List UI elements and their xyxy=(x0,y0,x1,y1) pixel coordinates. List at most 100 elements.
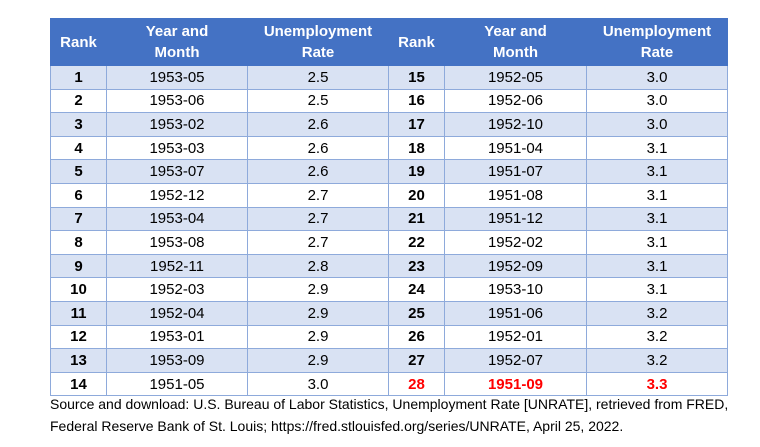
table-row: 4 1953-03 2.6 18 1951-04 3.1 xyxy=(50,135,728,161)
source-line-1: Source and download: U.S. Bureau of Labo… xyxy=(50,396,729,412)
year-month-cell-left: 1952-11 xyxy=(106,253,248,279)
rate-cell-left: 2.6 xyxy=(247,135,389,161)
rank-cell-right: 18 xyxy=(388,135,445,161)
rank-cell-left: 5 xyxy=(50,159,107,184)
year-month-cell-right: 1953-10 xyxy=(444,277,587,302)
rank-cell-left: 14 xyxy=(50,371,107,397)
header-rank-left: Rank xyxy=(50,18,107,66)
year-month-cell-left: 1953-02 xyxy=(106,112,248,137)
rank-cell-left: 2 xyxy=(50,88,107,114)
table-row: 9 1952-11 2.8 23 1952-09 3.1 xyxy=(50,253,728,279)
header-row: Rank Year and Month Unemployment Rate Rank… xyxy=(50,18,728,66)
unemployment-rank-table: Rank Year and Month Unemployment Rate Rank… xyxy=(50,18,728,397)
rate-cell-left: 2.5 xyxy=(247,88,389,114)
year-month-cell-right: 1952-01 xyxy=(444,324,587,350)
year-month-cell-right: 1952-07 xyxy=(444,348,587,373)
rank-cell-left: 4 xyxy=(50,135,107,161)
rank-cell-left: 7 xyxy=(50,206,107,232)
rate-cell-right: 3.0 xyxy=(586,88,728,114)
rank-cell-right: 24 xyxy=(388,277,445,302)
rate-cell-left: 2.6 xyxy=(247,159,389,184)
table-row: 7 1953-04 2.7 21 1951-12 3.1 xyxy=(50,206,728,232)
rank-cell-right: 23 xyxy=(388,253,445,279)
table-row: 12 1953-01 2.9 26 1952-01 3.2 xyxy=(50,324,728,350)
rank-cell-left: 10 xyxy=(50,277,107,302)
source-line-2: Federal Reserve Bank of St. Louis; https… xyxy=(50,418,624,434)
rate-cell-left: 2.9 xyxy=(247,324,389,350)
rate-cell-left: 2.7 xyxy=(247,230,389,255)
rank-cell-right: 26 xyxy=(388,324,445,350)
source-note: Source and download: U.S. Bureau of Labo… xyxy=(50,393,750,437)
year-month-cell-right: 1952-02 xyxy=(444,230,587,255)
rate-cell-right: 3.1 xyxy=(586,182,728,208)
year-month-cell-right: 1951-09 xyxy=(444,371,587,397)
rank-cell-right: 25 xyxy=(388,300,445,326)
rank-cell-right: 20 xyxy=(388,182,445,208)
table-body: 1 1953-05 2.5 15 1952-05 3.0 2 1953-06 2.5 16 1952… xyxy=(50,65,728,397)
rank-cell-right: 15 xyxy=(388,65,445,90)
year-month-cell-left: 1951-05 xyxy=(106,371,248,397)
rank-cell-right: 16 xyxy=(388,88,445,114)
rate-cell-left: 2.8 xyxy=(247,253,389,279)
rate-cell-right: 3.1 xyxy=(586,206,728,232)
rate-cell-right: 3.1 xyxy=(586,230,728,255)
rate-cell-right: 3.2 xyxy=(586,324,728,350)
rate-cell-left: 2.9 xyxy=(247,348,389,373)
rank-cell-left: 12 xyxy=(50,324,107,350)
table-row: 10 1952-03 2.9 24 1953-10 3.1 xyxy=(50,277,728,302)
table-row: 5 1953-07 2.6 19 1951-07 3.1 xyxy=(50,159,728,184)
year-month-cell-right: 1951-12 xyxy=(444,206,587,232)
year-month-cell-right: 1951-08 xyxy=(444,182,587,208)
rate-cell-left: 2.9 xyxy=(247,300,389,326)
rank-cell-left: 9 xyxy=(50,253,107,279)
table-header: Rank Year and Month Unemployment Rate Rank… xyxy=(50,18,728,66)
header-year-month-right: Year and Month xyxy=(444,18,587,66)
header-rate-left: Unemployment Rate xyxy=(247,18,389,66)
table-row: 8 1953-08 2.7 22 1952-02 3.1 xyxy=(50,230,728,255)
year-month-cell-left: 1953-01 xyxy=(106,324,248,350)
rate-cell-left: 2.7 xyxy=(247,182,389,208)
rank-cell-left: 8 xyxy=(50,230,107,255)
header-rank-right: Rank xyxy=(388,18,445,66)
rate-cell-left: 2.5 xyxy=(247,65,389,90)
rate-cell-right: 3.1 xyxy=(586,135,728,161)
table-row: 1 1953-05 2.5 15 1952-05 3.0 xyxy=(50,65,728,90)
rate-cell-left: 2.9 xyxy=(247,277,389,302)
year-month-cell-right: 1952-06 xyxy=(444,88,587,114)
rank-cell-left: 6 xyxy=(50,182,107,208)
year-month-cell-right: 1952-10 xyxy=(444,112,587,137)
header-year-month-left: Year and Month xyxy=(106,18,248,66)
rank-cell-left: 3 xyxy=(50,112,107,137)
year-month-cell-right: 1951-06 xyxy=(444,300,587,326)
rate-cell-right: 3.3 xyxy=(586,371,728,397)
year-month-cell-left: 1953-09 xyxy=(106,348,248,373)
rank-cell-left: 1 xyxy=(50,65,107,90)
table-row: 3 1953-02 2.6 17 1952-10 3.0 xyxy=(50,112,728,137)
rate-cell-left: 2.6 xyxy=(247,112,389,137)
rank-cell-right: 19 xyxy=(388,159,445,184)
year-month-cell-right: 1951-04 xyxy=(444,135,587,161)
year-month-cell-left: 1953-07 xyxy=(106,159,248,184)
year-month-cell-left: 1952-03 xyxy=(106,277,248,302)
table-row: 2 1953-06 2.5 16 1952-06 3.0 xyxy=(50,88,728,114)
year-month-cell-left: 1953-03 xyxy=(106,135,248,161)
rate-cell-right: 3.2 xyxy=(586,300,728,326)
rate-cell-right: 3.2 xyxy=(586,348,728,373)
rate-cell-right: 3.0 xyxy=(586,112,728,137)
year-month-cell-right: 1952-05 xyxy=(444,65,587,90)
table-row: 11 1952-04 2.9 25 1951-06 3.2 xyxy=(50,300,728,326)
rank-cell-right: 27 xyxy=(388,348,445,373)
rank-cell-left: 13 xyxy=(50,348,107,373)
rate-cell-right: 3.0 xyxy=(586,65,728,90)
rate-cell-left: 2.7 xyxy=(247,206,389,232)
header-rate-right: Unemployment Rate xyxy=(586,18,728,66)
rate-cell-right: 3.1 xyxy=(586,253,728,279)
table-row: 14 1951-05 3.0 28 1951-09 3.3 xyxy=(50,371,728,397)
rank-cell-right: 28 xyxy=(388,371,445,397)
unemployment-rank-table-container: Rank Year and Month Unemployment Rate Rank… xyxy=(50,18,728,397)
year-month-cell-left: 1953-05 xyxy=(106,65,248,90)
rate-cell-right: 3.1 xyxy=(586,159,728,184)
year-month-cell-left: 1953-08 xyxy=(106,230,248,255)
year-month-cell-left: 1952-12 xyxy=(106,182,248,208)
year-month-cell-right: 1951-07 xyxy=(444,159,587,184)
